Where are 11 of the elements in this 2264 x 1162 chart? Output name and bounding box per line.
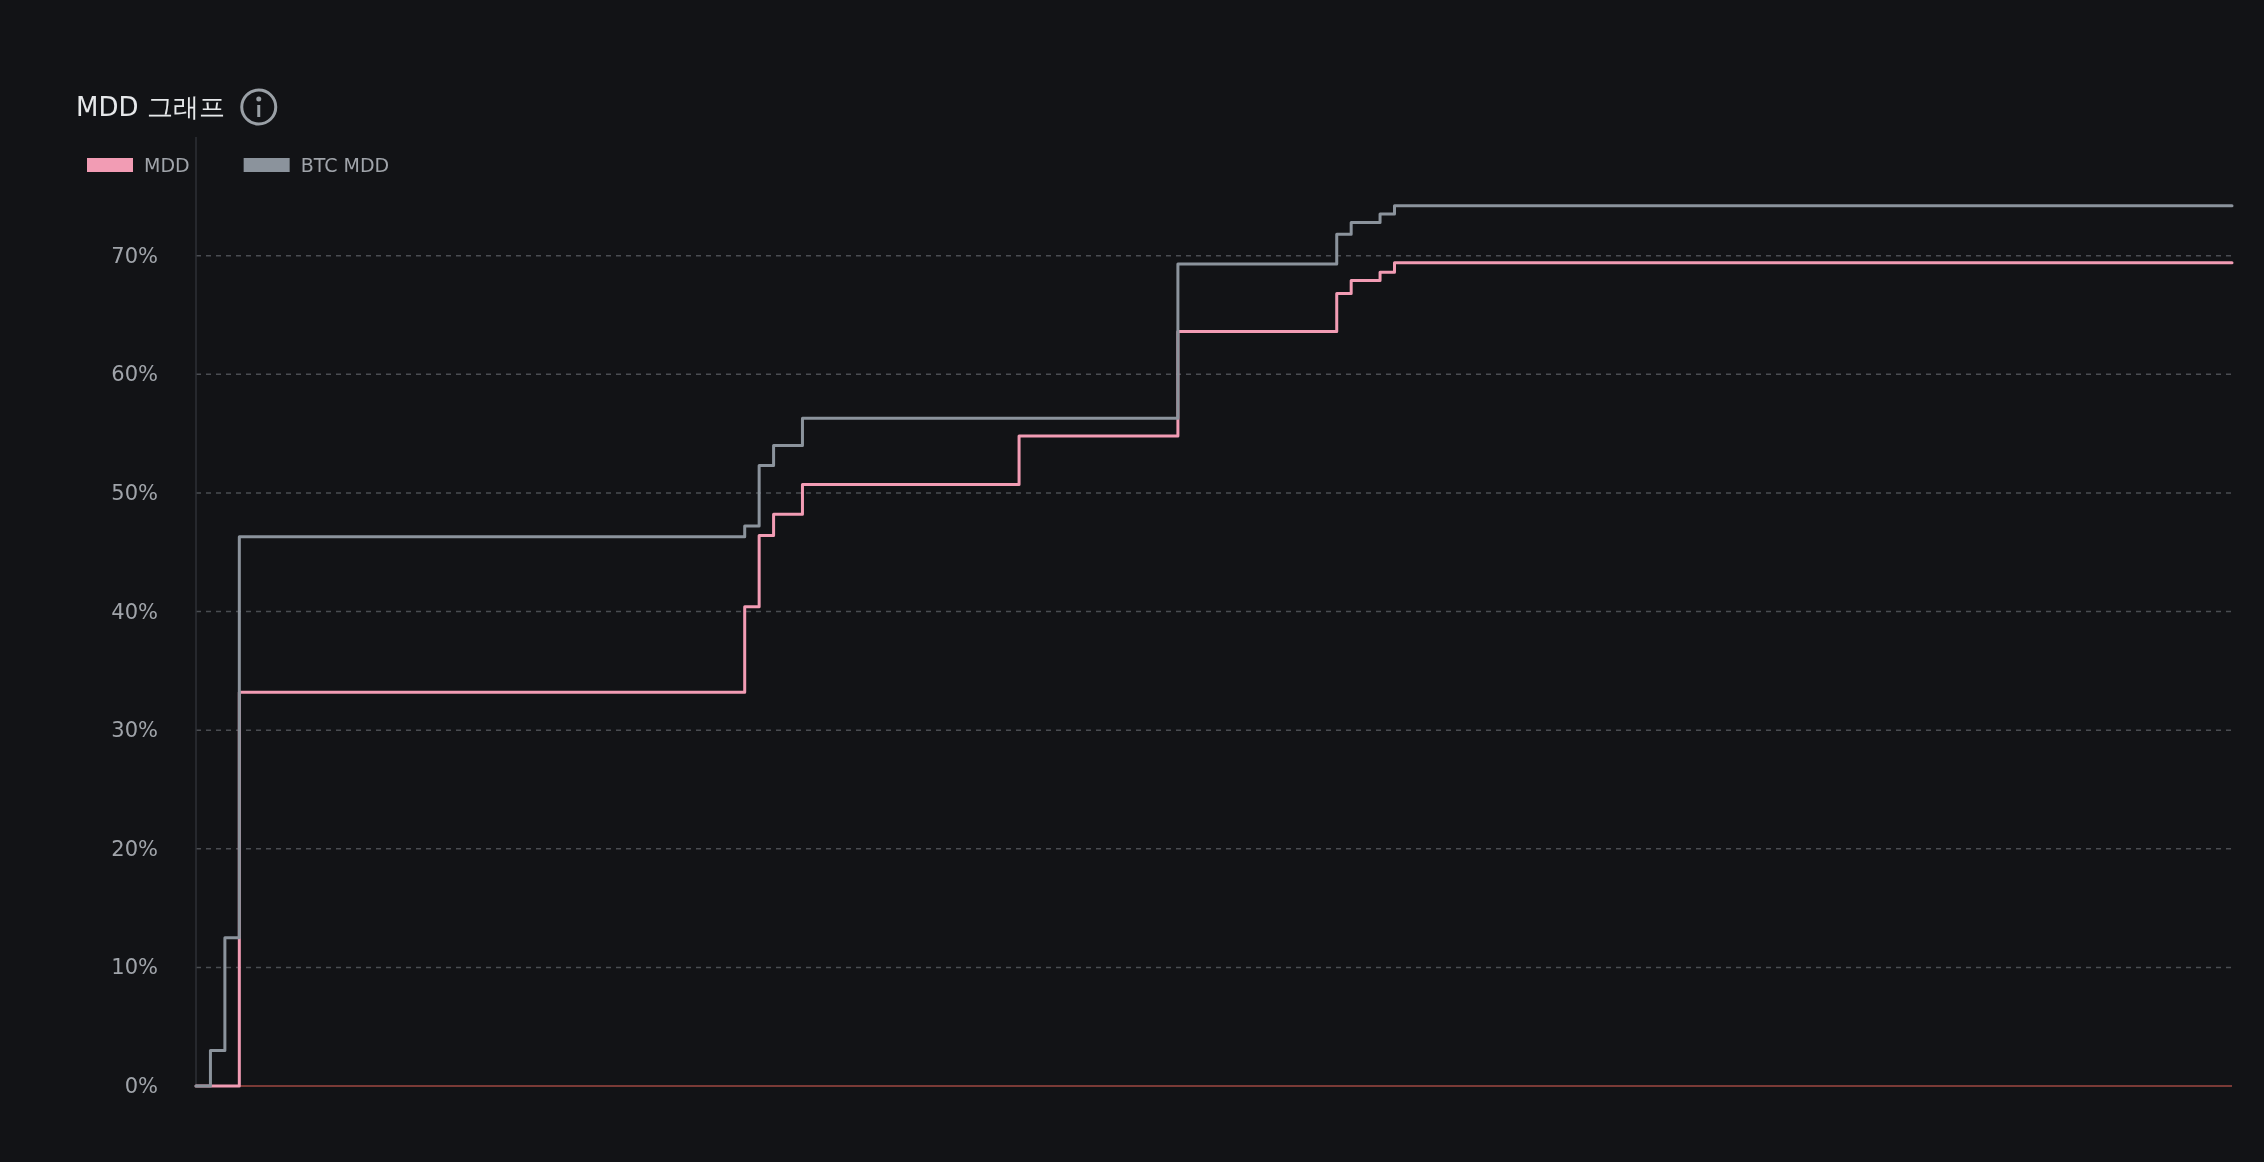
legend-label: MDD	[144, 154, 190, 176]
legend-label: BTC MDD	[300, 154, 390, 176]
y-tick-label: 70%	[111, 243, 158, 268]
y-tick-label: 20%	[111, 836, 158, 861]
y-tick-label: 60%	[111, 362, 158, 387]
y-tick-label: 50%	[111, 480, 158, 505]
y-tick-label: 10%	[111, 955, 158, 980]
y-tick-label: 30%	[111, 718, 158, 743]
y-tick-label: 0%	[124, 1074, 158, 1098]
chart-title: MDD 그래프	[76, 92, 225, 122]
y-tick-label: 40%	[111, 599, 158, 624]
